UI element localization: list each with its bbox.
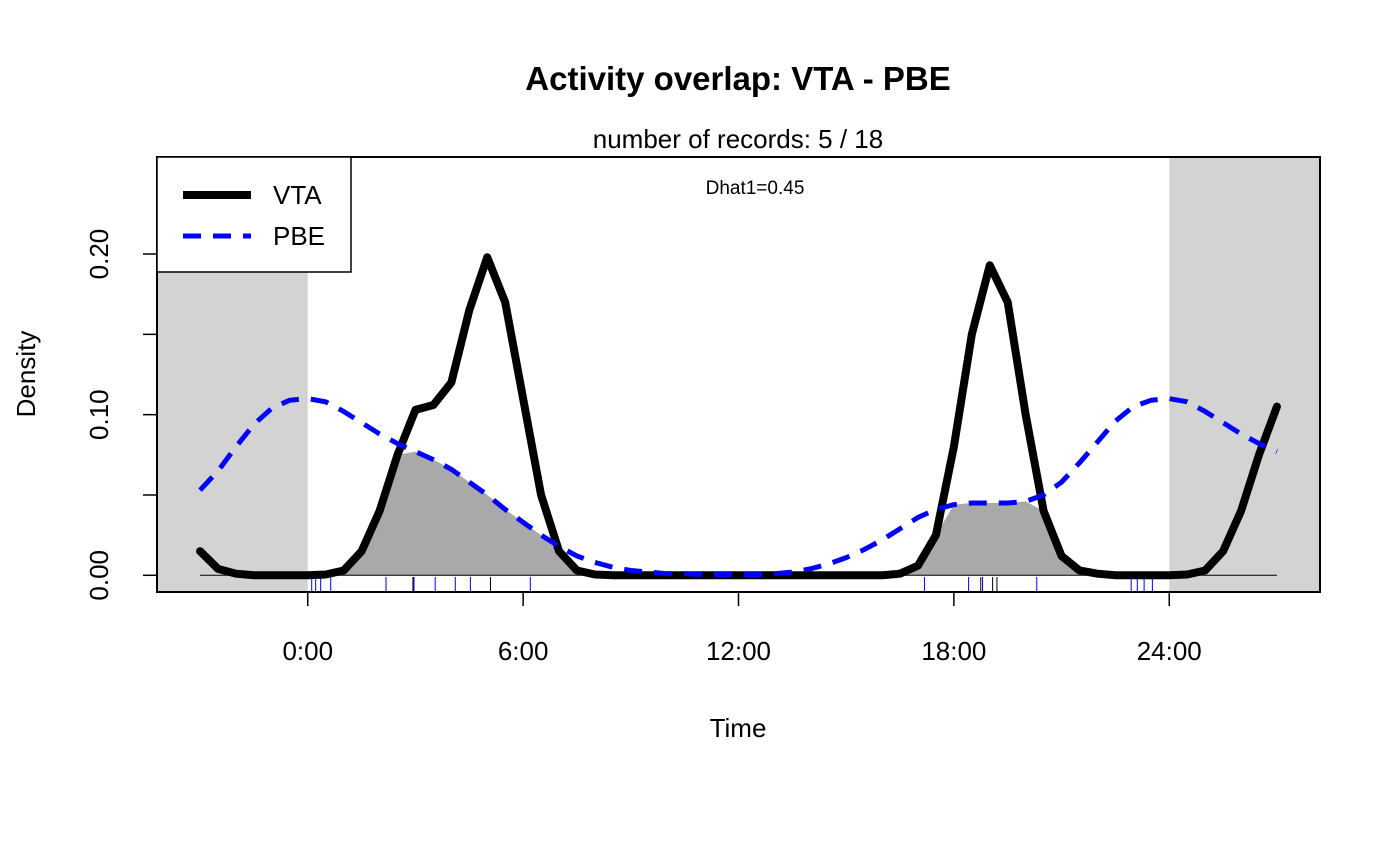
density-line: [196, 253, 1281, 580]
chart-title: Activity overlap: VTA - PBE: [525, 60, 950, 97]
y-axis-label: Density: [11, 331, 41, 418]
x-axis-label: Time: [710, 713, 767, 743]
annotation: Dhat1=0.45: [706, 178, 805, 199]
x-tick-label: 18:00: [921, 636, 986, 666]
legend-box: [156, 156, 352, 273]
x-tick-label: 12:00: [706, 636, 771, 666]
legend-label: VTA: [273, 180, 322, 210]
x-tick-label: 24:00: [1137, 636, 1202, 666]
overlap-area: [307, 451, 1170, 576]
y-tick-label: 0.20: [84, 229, 114, 280]
chart-subtitle: number of records: 5 / 18: [593, 124, 883, 154]
y-tick-label: 0.10: [84, 389, 114, 440]
shade-right: [1169, 157, 1320, 592]
legend-label: PBE: [273, 221, 325, 251]
y-tick-label: 0.00: [84, 550, 114, 601]
x-tick-label: 6:00: [498, 636, 549, 666]
x-tick-label: 0:00: [282, 636, 333, 666]
density-line: [198, 396, 1278, 577]
